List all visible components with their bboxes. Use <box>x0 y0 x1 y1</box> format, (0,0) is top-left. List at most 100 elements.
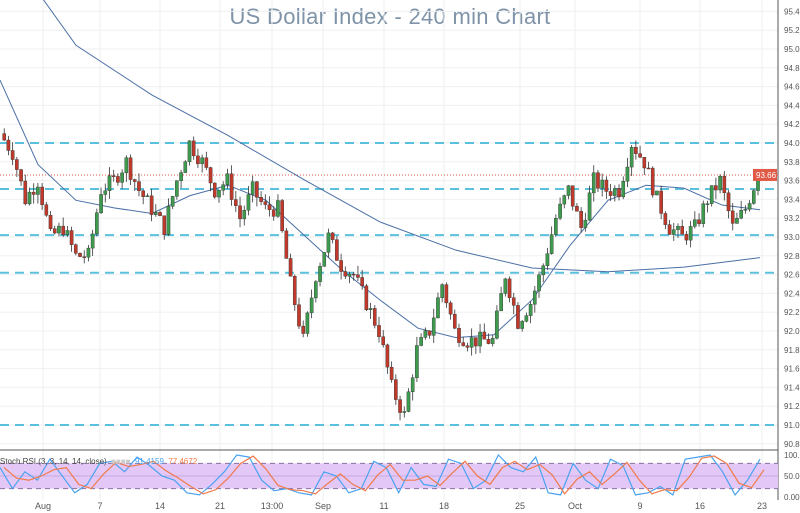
candle-up <box>587 192 592 221</box>
x-tick-label: 14 <box>155 501 165 511</box>
y-tick-label: 91.20 <box>784 402 800 411</box>
x-tick-label: Aug <box>35 501 51 511</box>
candle-up <box>90 233 95 249</box>
candle-up <box>326 232 331 253</box>
candle-up <box>415 345 419 378</box>
candle-up <box>541 265 546 276</box>
x-tick-label: 9 <box>637 501 642 511</box>
candle-up <box>57 225 61 234</box>
candle-up <box>225 173 230 185</box>
candle-up <box>183 161 188 173</box>
y-tick-label: 93.20 <box>784 214 800 223</box>
candle-down <box>482 331 487 340</box>
candle-up <box>276 200 280 217</box>
candle-up <box>419 337 423 346</box>
candle-up <box>124 157 129 174</box>
candle-up <box>705 203 710 205</box>
candle-up <box>322 252 327 267</box>
candle-down <box>297 304 301 327</box>
y-tick-label: 92.40 <box>784 289 800 298</box>
candle-up <box>701 203 706 224</box>
candle-down <box>453 313 457 329</box>
candle-up <box>478 331 482 347</box>
candle-up <box>545 253 550 266</box>
candle-down <box>730 210 735 224</box>
candle-down <box>284 230 289 259</box>
y-tick-label: 94.60 <box>784 83 800 92</box>
candle-down <box>2 133 7 141</box>
y-tick-label: 92.00 <box>784 327 800 336</box>
candle-up <box>524 315 529 322</box>
candle-down <box>642 157 647 169</box>
indicator-controls-icon[interactable]: ■■■■ <box>108 457 133 466</box>
y-tick-label: 95.40 <box>784 7 800 16</box>
x-tick-label: 7 <box>97 501 102 511</box>
candle-up <box>410 377 415 393</box>
candle-up <box>120 172 124 183</box>
stoch-d-line <box>3 455 765 495</box>
candle-up <box>200 157 204 165</box>
candle-down <box>697 219 701 224</box>
candle-down <box>288 258 293 277</box>
candle-up <box>347 273 352 277</box>
chart-title: US Dollar Index - 240 min Chart <box>229 4 551 29</box>
candle-up <box>65 230 70 235</box>
y-tick-label: 94.00 <box>784 139 800 148</box>
candle-up <box>625 166 630 182</box>
candle-up <box>591 172 596 194</box>
candle-down <box>372 308 377 326</box>
y-tick-label: 91.80 <box>784 346 800 355</box>
y-tick-label: 93.00 <box>784 233 800 242</box>
candle-down <box>141 190 145 197</box>
candle-up <box>36 186 40 195</box>
x-tick-label: 25 <box>515 501 525 511</box>
candle-up <box>709 185 714 204</box>
candle-up <box>583 219 588 228</box>
candle-up <box>735 217 739 224</box>
candle-down <box>385 344 390 368</box>
candle-down <box>229 173 234 200</box>
x-tick-label: 13:00 <box>261 501 284 511</box>
candle-down <box>516 305 520 329</box>
x-tick-label: 11 <box>379 501 388 511</box>
candle-down <box>646 167 651 170</box>
candle-up <box>187 140 192 162</box>
ma-short-line <box>0 79 761 339</box>
candle-up <box>499 293 503 312</box>
candle-up <box>309 297 314 314</box>
candle-down <box>137 181 141 191</box>
candle-down <box>726 192 731 212</box>
candle-down <box>351 273 356 276</box>
candle-down <box>23 180 28 205</box>
last-price-badge <box>753 168 777 181</box>
stoch-tick-label: 100.000 <box>784 451 800 460</box>
candle-up <box>86 247 91 258</box>
candle-up <box>469 337 474 348</box>
candle-down <box>234 199 238 206</box>
candle-down <box>82 256 87 258</box>
candle-down <box>196 155 200 165</box>
candle-up <box>179 172 183 181</box>
x-tick-label: Sep <box>315 501 331 511</box>
candle-down <box>292 276 297 305</box>
candle-up <box>739 210 743 219</box>
candle-up <box>528 304 533 316</box>
y-tick-label: 92.20 <box>784 308 800 317</box>
y-tick-label: 94.80 <box>784 64 800 73</box>
candle-down <box>208 167 213 184</box>
candle-up <box>305 312 310 334</box>
candle-up <box>406 391 411 412</box>
candle-down <box>575 205 579 212</box>
candle-up <box>314 281 318 299</box>
candle-down <box>427 330 432 336</box>
candle-up <box>520 321 524 329</box>
candle-down <box>486 339 491 344</box>
candle-down <box>579 211 583 228</box>
candle-up <box>107 175 112 191</box>
candle-up <box>600 179 604 189</box>
candle-up <box>368 308 373 311</box>
candle-down <box>381 336 386 346</box>
candle-down <box>604 179 609 192</box>
y-tick-label: 91.40 <box>784 383 800 392</box>
